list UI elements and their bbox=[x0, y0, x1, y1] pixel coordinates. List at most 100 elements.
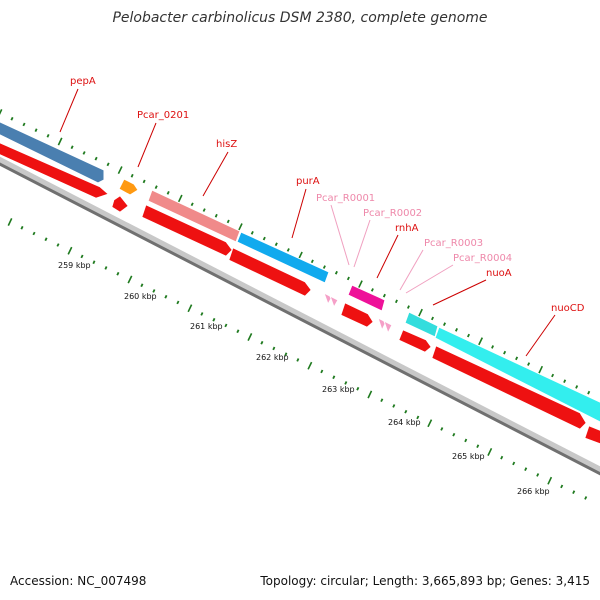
minor-tick bbox=[515, 356, 519, 361]
kbp-label: 260 kbp bbox=[124, 292, 157, 301]
minor-tick bbox=[262, 236, 266, 241]
cds-arrow[interactable] bbox=[584, 425, 600, 445]
gene-label-Pcar_0201[interactable]: Pcar_0201 bbox=[137, 110, 189, 121]
cds-arrow[interactable] bbox=[431, 345, 587, 430]
minor-tick bbox=[392, 404, 396, 408]
feature-hisZ[interactable] bbox=[147, 189, 241, 243]
minor-tick bbox=[20, 225, 24, 230]
major-tick bbox=[307, 361, 313, 370]
major-tick bbox=[357, 280, 363, 289]
feature-Pcar_0201[interactable] bbox=[118, 178, 139, 196]
tick-row-outer bbox=[0, 109, 591, 395]
gene-label-Pcar_R0002[interactable]: Pcar_R0002 bbox=[363, 208, 422, 219]
feature-lane-rna bbox=[323, 291, 393, 335]
minor-tick bbox=[370, 288, 374, 292]
minor-tick bbox=[22, 122, 26, 127]
minor-tick bbox=[560, 484, 564, 489]
minor-tick bbox=[524, 467, 528, 471]
leader-line bbox=[432, 279, 487, 306]
minor-tick bbox=[200, 312, 204, 316]
minor-tick bbox=[106, 162, 110, 167]
minor-tick bbox=[310, 259, 314, 264]
minor-tick bbox=[440, 427, 444, 431]
cds-arrow[interactable] bbox=[340, 302, 374, 328]
leader-line bbox=[353, 219, 371, 268]
minor-tick bbox=[334, 270, 338, 275]
gene-label-rnhA[interactable]: rnhA bbox=[395, 223, 419, 234]
major-tick bbox=[367, 390, 373, 399]
minor-tick bbox=[154, 185, 158, 189]
minor-tick bbox=[382, 293, 386, 298]
feature-lane-inner bbox=[0, 142, 600, 445]
minor-tick bbox=[503, 350, 507, 355]
cds-arrow[interactable] bbox=[141, 204, 233, 257]
minor-tick bbox=[94, 156, 98, 161]
minor-tick bbox=[452, 432, 456, 437]
label-leader-lines bbox=[59, 88, 556, 357]
leader-line bbox=[291, 188, 307, 239]
minor-tick bbox=[454, 328, 459, 332]
gene-label-Pcar_R0001[interactable]: Pcar_R0001 bbox=[316, 193, 375, 204]
gene-label-hisZ[interactable]: hisZ bbox=[216, 139, 237, 150]
minor-tick bbox=[32, 231, 36, 236]
cds-arrow[interactable] bbox=[0, 142, 109, 199]
leader-line bbox=[202, 151, 229, 197]
minor-tick bbox=[46, 134, 50, 138]
minor-tick bbox=[527, 362, 531, 366]
feature-pepA[interactable] bbox=[0, 121, 105, 184]
feature-lane-outer bbox=[0, 121, 600, 424]
gene-label-Pcar_R0003[interactable]: Pcar_R0003 bbox=[424, 238, 483, 249]
minor-tick bbox=[142, 179, 146, 184]
major-tick bbox=[487, 447, 493, 456]
minor-tick bbox=[236, 329, 240, 334]
minor-tick bbox=[80, 254, 84, 259]
cds-arrow[interactable] bbox=[398, 329, 432, 353]
minor-tick bbox=[212, 317, 216, 322]
minor-tick bbox=[356, 386, 360, 391]
minor-tick bbox=[44, 237, 48, 242]
minor-tick bbox=[10, 116, 14, 121]
minor-tick bbox=[176, 300, 180, 305]
cds-arrow[interactable] bbox=[228, 247, 312, 297]
leader-line bbox=[399, 249, 424, 291]
gene-label-purA[interactable]: purA bbox=[296, 176, 320, 187]
major-tick bbox=[547, 476, 553, 485]
minor-tick bbox=[56, 243, 60, 247]
minor-tick bbox=[272, 346, 276, 351]
leader-line bbox=[376, 234, 399, 279]
minor-tick bbox=[536, 473, 540, 477]
minor-tick bbox=[464, 438, 468, 443]
accession-text: Accession: NC_007498 bbox=[10, 574, 147, 588]
minor-tick bbox=[224, 323, 228, 328]
minor-tick bbox=[380, 398, 384, 403]
feature-rnhA[interactable] bbox=[347, 284, 386, 312]
kbp-label: 261 kbp bbox=[190, 322, 223, 331]
cds-arrow[interactable] bbox=[111, 195, 129, 213]
minor-tick bbox=[250, 231, 254, 235]
feature-purA[interactable] bbox=[236, 231, 330, 284]
gene-label-nuoA[interactable]: nuoA bbox=[486, 268, 512, 279]
minor-tick bbox=[274, 242, 278, 247]
genome-backbone bbox=[0, 156, 600, 476]
feature-Pcar_R0001[interactable] bbox=[323, 291, 333, 306]
major-tick bbox=[187, 304, 193, 313]
minor-tick bbox=[551, 373, 555, 378]
gene-label-pepA[interactable]: pepA bbox=[70, 76, 96, 87]
major-tick bbox=[427, 419, 433, 428]
genome-summary-text: Topology: circular; Length: 3,665,893 bp… bbox=[260, 574, 590, 588]
leader-line bbox=[137, 122, 157, 168]
feature-Pcar_R0004[interactable] bbox=[383, 320, 393, 335]
feature-Pcar_R0002[interactable] bbox=[329, 294, 339, 309]
map-title: Pelobacter carbinolicus DSM 2380, comple… bbox=[112, 10, 488, 26]
minor-tick bbox=[491, 345, 495, 349]
minor-tick bbox=[344, 381, 348, 385]
minor-tick bbox=[202, 208, 206, 212]
gene-label-nuoCD[interactable]: nuoCD bbox=[551, 303, 585, 314]
minor-tick bbox=[116, 271, 120, 276]
major-tick bbox=[247, 333, 253, 341]
kbp-label: 259 kbp bbox=[58, 261, 91, 270]
major-tick bbox=[127, 275, 133, 284]
minor-tick bbox=[322, 265, 326, 269]
feature-nuoCD[interactable] bbox=[434, 326, 600, 424]
gene-label-Pcar_R0004[interactable]: Pcar_R0004 bbox=[453, 253, 512, 264]
